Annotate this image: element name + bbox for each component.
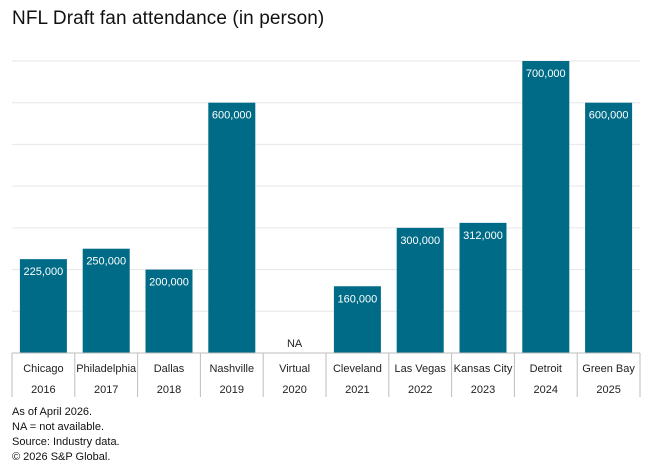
tick-label-city: Green Bay: [582, 363, 635, 375]
data-label: 600,000: [212, 110, 252, 122]
tick-label-year: 2020: [282, 384, 306, 396]
data-label-na: NA: [287, 338, 303, 350]
bar-detroit: [522, 61, 570, 353]
bar-nashville: [208, 102, 256, 353]
footnote-copyright: © 2026 S&P Global.: [12, 451, 111, 463]
bars-group: 225,000 250,000 200,000 600,000 NA 160,000 300…: [19, 61, 633, 353]
chart-title: NFL Draft fan attendance (in person): [12, 8, 325, 29]
tick-label-year: 2025: [596, 384, 620, 396]
data-label: 312,000: [463, 230, 503, 242]
category-axis: Chicago 2016 Philadelphia 2017 Dallas 2018 Nas…: [11, 352, 641, 397]
data-label: 225,000: [24, 266, 64, 278]
bar-kansas-city: [459, 222, 507, 353]
bar-chart: 225,000 250,000 200,000 600,000 NA 160,000 300…: [11, 60, 641, 397]
bar-chicago: [19, 259, 67, 353]
tick-label-year: 2023: [471, 384, 495, 396]
tick-label-year: 2018: [157, 384, 181, 396]
bar-green-bay: [585, 102, 633, 353]
footnotes: As of April 2026. NA = not available. So…: [12, 405, 120, 465]
footnote-source: Source: Industry data.: [12, 436, 120, 448]
tick-label-city: Philadelphia: [76, 363, 137, 375]
data-label: 200,000: [149, 277, 189, 289]
tick-label-city: Kansas City: [454, 363, 513, 375]
bar-dallas: [145, 269, 193, 353]
tick-label-city: Nashville: [209, 363, 254, 375]
tick-label-year: 2021: [345, 384, 369, 396]
footnote-na: NA = not available.: [12, 421, 105, 433]
tick-label-city: Dallas: [154, 363, 185, 375]
tick-label-city: Detroit: [530, 363, 562, 375]
data-label: 160,000: [338, 293, 378, 305]
tick-label-city: Chicago: [23, 363, 63, 375]
tick-label-year: 2024: [534, 384, 558, 396]
data-label: 250,000: [86, 256, 126, 268]
footnote-date: As of April 2026.: [12, 406, 93, 418]
tick-label-city: Virtual: [279, 363, 310, 375]
bar-philadelphia: [82, 248, 130, 353]
bar-cleveland: [333, 286, 381, 353]
tick-label-year: 2016: [31, 384, 55, 396]
data-label: 700,000: [526, 68, 566, 80]
bar-las-vegas: [396, 227, 444, 353]
data-label: 600,000: [589, 110, 629, 122]
data-label: 300,000: [400, 235, 440, 247]
tick-label-year: 2019: [220, 384, 244, 396]
tick-label-year: 2017: [94, 384, 118, 396]
tick-label-city: Cleveland: [333, 363, 382, 375]
tick-label-year: 2022: [408, 384, 432, 396]
tick-label-city: Las Vegas: [395, 363, 447, 375]
